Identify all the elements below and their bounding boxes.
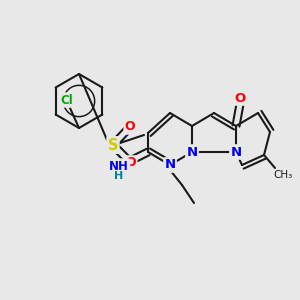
Text: O: O	[126, 157, 136, 169]
Text: O: O	[125, 121, 135, 134]
Text: S: S	[108, 137, 118, 152]
Text: O: O	[234, 92, 246, 104]
Text: Cl: Cl	[61, 94, 74, 106]
Text: N: N	[164, 158, 175, 172]
Text: N: N	[230, 146, 242, 158]
Text: N: N	[186, 146, 198, 158]
Text: H: H	[114, 171, 124, 181]
Text: NH: NH	[109, 160, 129, 172]
Text: CH₃: CH₃	[273, 170, 292, 180]
